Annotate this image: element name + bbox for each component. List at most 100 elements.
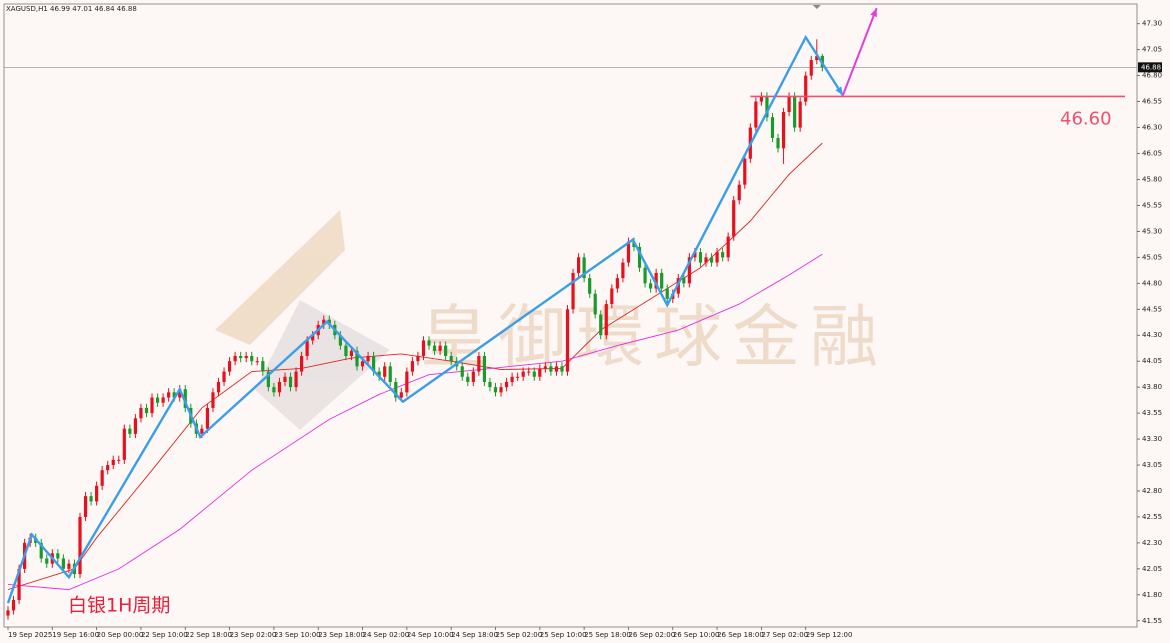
- candle-body: [610, 288, 614, 305]
- y-tick-label: 47.05: [1142, 46, 1162, 54]
- candle-body: [654, 272, 658, 289]
- candle-body: [211, 392, 215, 408]
- candle-body: [576, 257, 581, 273]
- x-tick-label: 29 Sep 12:00: [806, 631, 853, 639]
- y-tick-label: 45.55: [1142, 201, 1162, 209]
- candle-body: [106, 465, 110, 471]
- header: XAGUSD,H1 46.99 47.01 46.84 46.88: [6, 5, 137, 13]
- plot-frame: [3, 3, 1138, 628]
- candle-body: [516, 376, 520, 378]
- candle-body: [39, 542, 43, 559]
- zigzag-arrowhead: [835, 86, 843, 96]
- candle-body: [111, 459, 115, 466]
- x-tick-label: 24 Sep 02:00: [363, 631, 410, 639]
- candle-body: [687, 257, 691, 284]
- candle-body: [660, 272, 664, 289]
- candle-body: [244, 355, 248, 359]
- candle-body: [427, 340, 431, 346]
- candle-body: [538, 368, 542, 377]
- candle-body: [6, 610, 10, 616]
- candle-body: [621, 262, 625, 279]
- candle-body: [460, 366, 464, 377]
- candle-body: [383, 366, 387, 377]
- candle-body: [172, 392, 176, 398]
- shift-marker: [812, 5, 821, 9]
- x-tick-label: 26 Sep 02:00: [628, 631, 675, 639]
- candle-body: [61, 558, 65, 569]
- candle-body: [377, 371, 381, 377]
- candle-body: [117, 459, 121, 461]
- current-price-box: [1138, 62, 1162, 73]
- candle-body: [416, 355, 420, 362]
- y-tick-label: 46.55: [1142, 98, 1162, 106]
- candle-body: [804, 75, 808, 102]
- candle-body: [139, 407, 143, 419]
- candle-body: [305, 340, 309, 356]
- candle-body: [793, 96, 797, 128]
- moving-average: [7, 253, 823, 591]
- candle-body: [311, 335, 315, 341]
- candle-body: [349, 350, 354, 356]
- candle-body: [471, 371, 475, 382]
- y-tick-label: 41.80: [1142, 591, 1162, 599]
- candle-body: [726, 236, 730, 258]
- candle-body: [78, 516, 82, 575]
- forecast-arrowhead: [870, 8, 877, 18]
- y-tick-label: 42.30: [1142, 539, 1162, 547]
- candle-body: [815, 55, 819, 61]
- candle-body: [554, 366, 559, 372]
- candle-body: [615, 278, 619, 289]
- candle-body: [588, 278, 592, 294]
- candle-body: [45, 558, 49, 564]
- x-tick-label: 24 Sep 18:00: [451, 631, 498, 639]
- zigzag-line: [6, 34, 844, 604]
- candle-body: [477, 355, 481, 372]
- candle-body: [155, 397, 160, 403]
- candle-body: [798, 101, 802, 128]
- candle-body: [493, 387, 498, 393]
- candle-body: [144, 407, 149, 414]
- candle-body: [233, 355, 237, 362]
- x-tick-label: 25 Sep 10:00: [540, 631, 587, 639]
- moving-average: [7, 142, 823, 591]
- candle-body: [56, 553, 60, 559]
- candle-body: [482, 355, 487, 382]
- candle-body: [449, 355, 453, 362]
- y-tick-label: 45.05: [1142, 253, 1162, 261]
- y-tick-label: 43.55: [1142, 409, 1162, 417]
- candle-body: [183, 389, 187, 408]
- candle-body: [167, 392, 171, 398]
- candle-body: [261, 361, 265, 372]
- candle-body: [809, 60, 813, 76]
- candle-body: [527, 371, 531, 373]
- candle-body: [499, 387, 503, 393]
- candle-body: [222, 371, 226, 382]
- candle-body: [239, 355, 243, 359]
- candle-body: [95, 485, 99, 502]
- candle-body: [128, 428, 132, 434]
- candle-body: [715, 252, 719, 263]
- candle-body: [637, 246, 642, 268]
- candle-body: [288, 376, 293, 388]
- candle-body: [432, 345, 437, 351]
- candle-body: [709, 257, 714, 263]
- watermark-text: 皇御環球金融: [420, 299, 888, 378]
- level-label: 46.60: [1060, 108, 1112, 129]
- candle-body: [532, 371, 536, 377]
- candle-body: [272, 387, 276, 393]
- candle-body: [405, 371, 409, 393]
- current-price-label: 46.88: [1141, 63, 1161, 71]
- y-tick-label: 46.30: [1142, 124, 1162, 132]
- candle-body: [133, 418, 138, 434]
- candle-body: [521, 371, 525, 377]
- y-tick-label: 42.55: [1142, 513, 1162, 521]
- candle-body: [582, 257, 586, 279]
- x-tick-label: 27 Sep 02:00: [761, 631, 808, 639]
- y-tick-label: 47.30: [1142, 20, 1162, 28]
- candle-body: [255, 361, 259, 363]
- watermark: 皇御環球金融: [215, 210, 888, 430]
- forecast-arrow: [841, 7, 878, 96]
- candle-body: [250, 355, 254, 362]
